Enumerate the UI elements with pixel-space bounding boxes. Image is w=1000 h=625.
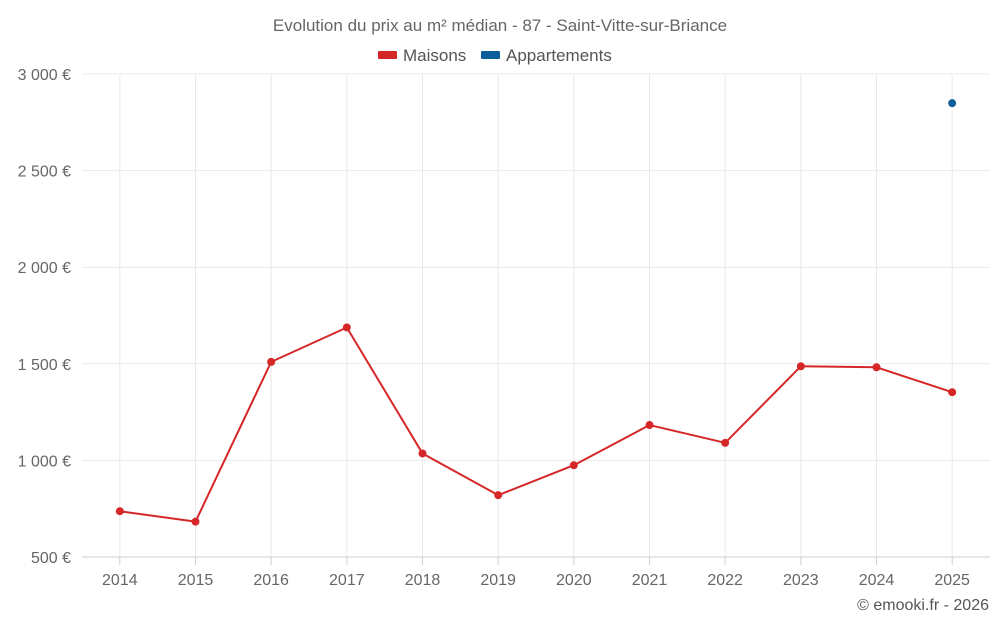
axes: 500 € 1 000 € 1 500 € 2 000 € 2 500 € 3 000 €… (18, 67, 990, 589)
data-point-maisons[interactable] (645, 421, 654, 430)
series-line-maisons (118, 326, 954, 523)
data-point-maisons[interactable] (872, 363, 881, 372)
data-point-maisons[interactable] (267, 357, 276, 366)
y-tick-label: 1 500 € (18, 357, 71, 374)
chart-title: Evolution du prix au m² médian - 87 - Sa… (273, 16, 727, 35)
x-tick-label: 2019 (480, 572, 516, 589)
x-tick-label: 2020 (556, 572, 592, 589)
grid (82, 73, 990, 557)
x-tick-label: 2021 (632, 572, 668, 589)
data-point-maisons[interactable] (115, 507, 124, 516)
x-tick-label: 2025 (934, 572, 970, 589)
x-tick-label: 2016 (253, 572, 289, 589)
data-point-maisons[interactable] (569, 461, 578, 470)
y-tick-label: 1 000 € (18, 453, 71, 470)
x-tick-label: 2017 (329, 572, 365, 589)
y-tick-label: 3 000 € (18, 67, 71, 84)
data-point-maisons[interactable] (494, 491, 503, 500)
data-point-maisons[interactable] (342, 323, 351, 332)
x-tick-label: 2022 (707, 572, 743, 589)
x-tick-label: 2018 (405, 572, 441, 589)
legend-swatch-maisons[interactable] (378, 51, 397, 59)
legend: Maisons Appartements (378, 46, 612, 65)
x-tick-label: 2023 (783, 572, 819, 589)
y-tick-label: 500 € (31, 550, 71, 567)
x-tick-label: 2014 (102, 572, 138, 589)
x-tick-label: 2024 (859, 572, 895, 589)
data-point-appartements[interactable] (948, 99, 957, 108)
data-point-maisons[interactable] (948, 388, 957, 397)
data-point-maisons[interactable] (191, 517, 200, 526)
credit-text: © emooki.fr - 2026 (857, 597, 989, 614)
series-layer (115, 99, 957, 526)
y-tick-label: 2 000 € (18, 260, 71, 277)
y-tick-label: 2 500 € (18, 164, 71, 181)
data-point-maisons[interactable] (796, 362, 805, 371)
data-point-maisons[interactable] (721, 438, 730, 447)
x-tick-label: 2015 (178, 572, 214, 589)
legend-label-maisons[interactable]: Maisons (403, 46, 466, 65)
legend-label-appartements[interactable]: Appartements (506, 46, 612, 65)
data-point-maisons[interactable] (418, 449, 427, 458)
legend-swatch-appartements[interactable] (481, 51, 500, 59)
